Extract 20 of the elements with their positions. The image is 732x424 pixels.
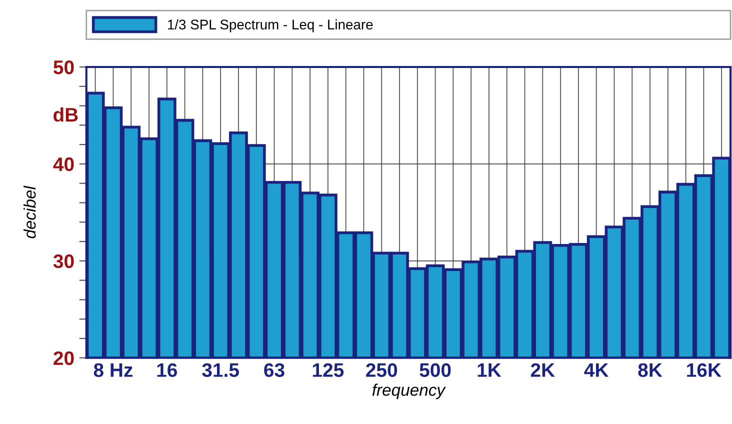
x-tick-label: 2K bbox=[530, 363, 555, 377]
x-tick-label: 250 bbox=[366, 363, 398, 377]
y-tick-label: 50 bbox=[54, 60, 74, 74]
x-tick-label: 31.5 bbox=[202, 363, 239, 378]
y-axis-title: decibel bbox=[24, 186, 36, 238]
x-tick-label: 8K bbox=[638, 363, 662, 377]
x-tick-label: 8 Hz bbox=[94, 363, 133, 377]
x-axis-title: frequency bbox=[372, 384, 446, 400]
x-tick-label: 16 bbox=[157, 363, 178, 377]
y-tick-label: 40 bbox=[53, 157, 74, 172]
x-tick-label: 4K bbox=[584, 363, 609, 377]
x-tick-label: 63 bbox=[264, 363, 284, 378]
y-tick-label: 20 bbox=[54, 351, 74, 366]
x-tick-label: 500 bbox=[420, 363, 451, 377]
x-tick-label: 125 bbox=[312, 363, 344, 377]
text: dB bbox=[54, 107, 78, 122]
x-tick-label: 1K bbox=[478, 363, 502, 377]
y-tick-label: 30 bbox=[53, 254, 74, 268]
legend-label: 1/3 SPL Spectrum - Leq - Lineare bbox=[168, 19, 373, 32]
x-tick-label: 16K bbox=[687, 363, 722, 377]
